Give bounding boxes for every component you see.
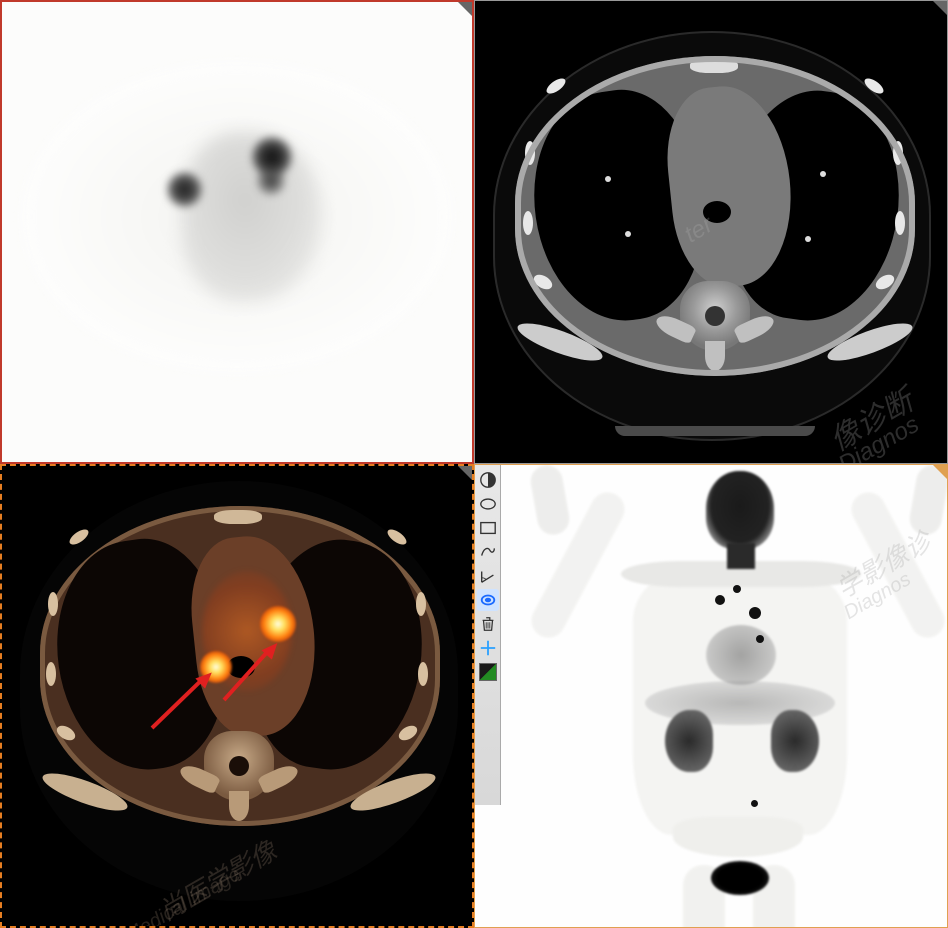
panel-menu-icon[interactable] [933,465,947,479]
contrast-icon [479,471,497,489]
freehand-tool[interactable] [477,541,499,563]
panel-menu-icon[interactable] [933,1,947,15]
fusion-hotspot [260,606,296,642]
iso-contour-tool[interactable] [477,589,499,611]
rect-roi-tool[interactable] [477,517,499,539]
contrast-tool[interactable] [477,469,499,491]
mip-image[interactable]: 学影像诊 Diagnos [501,465,947,927]
viewer-grid: ter 像诊断 Diagnos [0,0,948,928]
pet-hotspot [167,172,202,207]
angle-icon [479,567,497,585]
panel-mip-coronal[interactable]: 学影像诊 Diagnos [474,464,948,928]
panel-pet-axial[interactable] [0,0,474,464]
pet-image[interactable] [2,2,472,462]
iso-icon [479,591,497,609]
ellipse-roi-tool[interactable] [477,493,499,515]
lut-tool[interactable] [477,661,499,683]
fusion-hotspot [200,651,232,683]
mip-hotspot [756,635,764,643]
mip-hotspot [715,595,725,605]
freehand-icon [479,543,497,561]
fusion-image[interactable]: 尚医学影像 un Medical Image [2,466,472,926]
rect-icon [479,519,497,537]
crosshair-icon [479,639,497,657]
mip-hotspot [751,800,758,807]
trash-icon [479,615,497,633]
panel-menu-icon[interactable] [458,466,472,480]
roi-toolbar [475,465,501,805]
mip-hotspot [749,607,761,619]
gradient-icon [479,663,497,681]
crosshair-tool[interactable] [477,637,499,659]
panel-ct-axial[interactable]: ter 像诊断 Diagnos [474,0,948,464]
angle-tool[interactable] [477,565,499,587]
watermark-text: Diagnos [834,411,924,464]
ellipse-icon [479,495,497,513]
panel-fusion-axial[interactable]: 尚医学影像 un Medical Image [0,464,474,928]
mip-hotspot [733,585,741,593]
pet-hotspot [257,167,285,195]
delete-tool[interactable] [477,613,499,635]
panel-menu-icon[interactable] [458,2,472,16]
ct-image[interactable]: ter 像诊断 Diagnos [475,1,947,463]
